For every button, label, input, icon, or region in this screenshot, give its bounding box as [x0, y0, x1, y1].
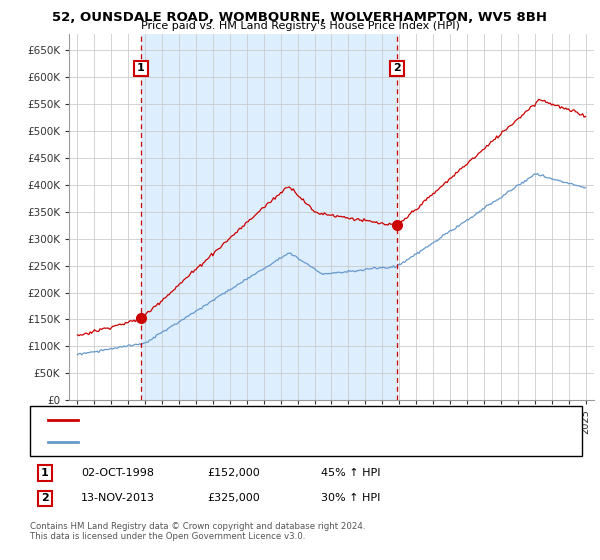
Text: 02-OCT-1998: 02-OCT-1998: [81, 468, 154, 478]
Text: 13-NOV-2013: 13-NOV-2013: [81, 493, 155, 503]
Text: Contains HM Land Registry data © Crown copyright and database right 2024.
This d: Contains HM Land Registry data © Crown c…: [30, 522, 365, 542]
Text: 1: 1: [137, 63, 145, 73]
Text: 52, OUNSDALE ROAD, WOMBOURNE, WOLVERHAMPTON, WV5 8BH: 52, OUNSDALE ROAD, WOMBOURNE, WOLVERHAMP…: [53, 11, 548, 24]
Text: Price paid vs. HM Land Registry's House Price Index (HPI): Price paid vs. HM Land Registry's House …: [140, 21, 460, 31]
Bar: [141, 34, 397, 400]
Text: HPI: Average price, detached house, South Staffordshire: HPI: Average price, detached house, Sout…: [87, 437, 362, 447]
Text: 2: 2: [393, 63, 401, 73]
Text: 52, OUNSDALE ROAD, WOMBOURNE, WOLVERHAMPTON, WV5 8BH (detached house): 52, OUNSDALE ROAD, WOMBOURNE, WOLVERHAMP…: [87, 415, 503, 425]
Text: 2: 2: [41, 493, 49, 503]
Text: £152,000: £152,000: [207, 468, 260, 478]
Text: 1: 1: [41, 468, 49, 478]
Text: £325,000: £325,000: [207, 493, 260, 503]
Text: 30% ↑ HPI: 30% ↑ HPI: [321, 493, 380, 503]
Text: 45% ↑ HPI: 45% ↑ HPI: [321, 468, 380, 478]
